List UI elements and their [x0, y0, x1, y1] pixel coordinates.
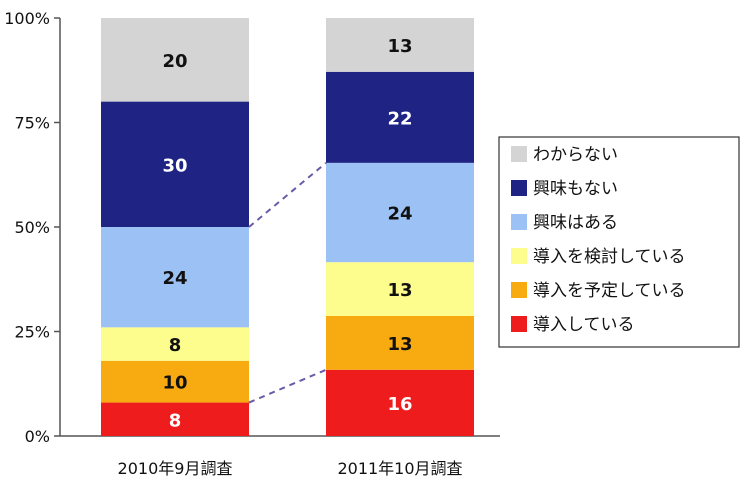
bar-segment [326, 369, 474, 436]
data-label: 30 [162, 155, 187, 176]
data-label: 8 [169, 335, 182, 356]
bar-segment [326, 162, 474, 263]
data-label: 13 [387, 334, 412, 355]
data-label: 13 [387, 280, 412, 301]
bar-segment [101, 101, 249, 227]
legend-swatch [511, 214, 527, 230]
y-tick-label: 100% [4, 9, 50, 28]
data-label: 10 [162, 373, 187, 394]
legend-swatch [511, 316, 527, 332]
series-connector-line [248, 368, 327, 404]
legend-swatch [511, 180, 527, 196]
legend-box [498, 136, 740, 348]
data-label: 22 [387, 108, 412, 129]
x-category-label: 2010年9月調査 [118, 459, 233, 478]
legend-label: 導入を予定している [533, 281, 686, 301]
bar-segment [326, 315, 474, 370]
data-label: 24 [162, 268, 187, 289]
series-connector-line [248, 162, 327, 228]
data-label: 8 [169, 410, 182, 431]
bar-segment [101, 227, 249, 328]
legend-swatch [511, 248, 527, 264]
legend-label: 興味はある [533, 213, 618, 233]
bar-segment [326, 262, 474, 316]
legend-swatch [511, 146, 527, 162]
bar-segment [101, 18, 249, 102]
data-label: 24 [387, 204, 412, 225]
legend-swatch [511, 282, 527, 298]
y-tick-label: 50% [14, 218, 50, 237]
bar-segment [101, 327, 249, 361]
y-tick-label: 75% [14, 114, 50, 133]
legend-label: わからない [533, 145, 618, 165]
bar-segment [101, 360, 249, 403]
bars [101, 18, 474, 436]
legend-label: 導入している [533, 315, 635, 335]
legend-label: 興味もない [533, 179, 618, 199]
data-label: 16 [387, 394, 412, 415]
bar-segment [326, 71, 474, 163]
bar-segment [326, 18, 474, 72]
bar-segment [101, 402, 249, 436]
data-label: 20 [162, 51, 187, 72]
legend-label: 導入を検討している [533, 247, 686, 267]
y-tick-label: 0% [25, 427, 50, 446]
data-label: 13 [387, 36, 412, 57]
x-category-label: 2011年10月調査 [337, 459, 462, 478]
y-tick-label: 25% [14, 323, 50, 342]
connector-lines [248, 162, 327, 404]
data-labels: 8 10 8 24 30 20 16 13 13 24 22 13 [162, 36, 412, 431]
